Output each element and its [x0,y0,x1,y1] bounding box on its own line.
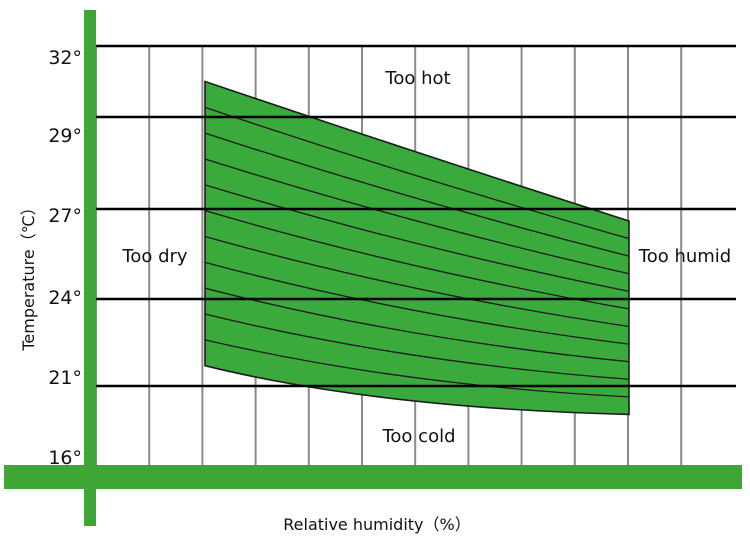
temperature-gridlines [96,44,736,388]
y-tick-label: 29° [48,125,82,147]
y-tick-label: 24° [48,287,82,309]
y-tick-label: 21° [48,367,82,389]
y-tick-label: 32° [48,47,82,69]
zone-label-too-hot: Too hot [384,68,450,89]
y-tick-label: 16° [48,447,82,469]
x-axis-title: Relative humidity（%） [283,515,470,534]
zone-label-too-dry: Too dry [121,246,188,267]
comfort-zone-fill [205,81,629,415]
comfort-band-line [204,106,630,240]
y-axis-bar [84,10,96,526]
zone-label-too-cold: Too cold [381,426,455,447]
comfort-band-line [204,261,630,345]
comfort-zone [204,80,630,416]
comfort-band-line [204,184,630,292]
comfort-band-line [204,287,630,363]
y-tick-label: 27° [48,205,82,227]
comfort-band-line [204,339,630,398]
y-axis-title: Temperature（℃） [19,199,38,351]
zone-label-too-humid: Too humid [638,246,731,267]
comfort-band-line [204,158,630,275]
comfort-zone-outline [204,80,630,416]
comfort-band-line [204,132,630,257]
x-axis-bar [4,465,742,489]
y-tick-labels: 32° 29° 27° 24° 21° 16° [48,47,82,469]
comfort-band-line [204,235,630,328]
comfort-band-line [204,313,630,380]
